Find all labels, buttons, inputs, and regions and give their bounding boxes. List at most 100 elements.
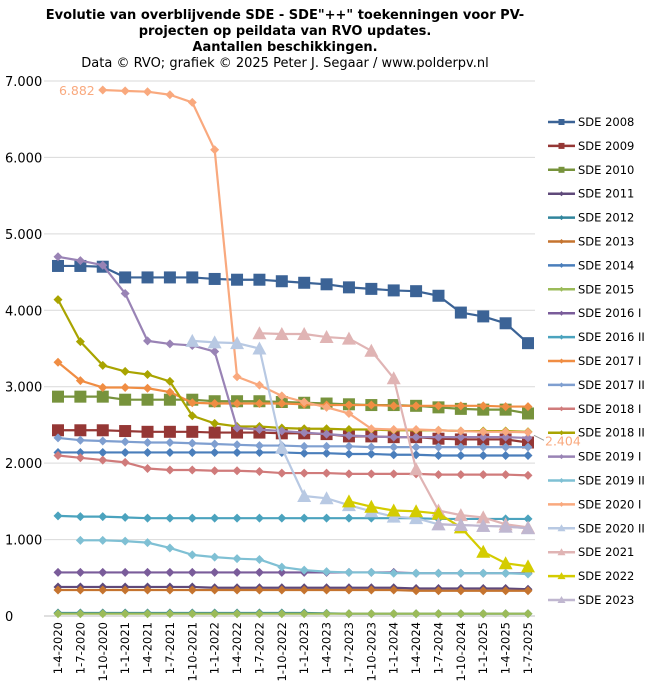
data-point: [187, 465, 197, 475]
legend-label: SDE 2019 II: [578, 474, 645, 488]
series-line: [57, 255, 529, 440]
data-point: [411, 425, 421, 435]
data-point: [75, 535, 85, 545]
data-point: [186, 271, 199, 284]
data-point: [366, 449, 376, 459]
data-point: [75, 609, 85, 619]
data-point: [523, 586, 533, 596]
data-point: [143, 538, 153, 548]
data-point: [52, 259, 64, 272]
data-point: [187, 609, 197, 619]
data-point: [165, 543, 175, 553]
data-point: [143, 383, 153, 393]
legend-marker: [559, 430, 564, 436]
data-point: [141, 271, 154, 284]
data-point: [411, 442, 421, 452]
data-point: [389, 432, 399, 442]
data-point: [344, 469, 354, 479]
x-tick-label: 1-4-2021: [141, 622, 155, 674]
data-point: [478, 451, 488, 460]
data-point: [344, 585, 354, 595]
legend-label: SDE 2017 I: [578, 354, 641, 368]
series-sde-2023: [431, 517, 535, 535]
data-point: [501, 427, 511, 437]
data-point: [165, 438, 175, 448]
legend-label: SDE 2012: [578, 211, 634, 225]
legend-marker: [559, 239, 564, 244]
data-point: [522, 436, 534, 449]
series-line: [58, 429, 529, 444]
data-point: [75, 567, 85, 577]
data-point: [478, 470, 488, 480]
data-point: [432, 289, 445, 302]
data-point: [319, 491, 334, 505]
data-point: [185, 333, 200, 347]
data-point: [254, 567, 264, 577]
data-point: [74, 259, 87, 272]
legend-marker: [557, 596, 566, 603]
data-point: [163, 271, 176, 284]
data-point: [98, 567, 108, 577]
legend-label: SDE 2020 II: [578, 521, 645, 535]
legend-label: SDE 2011: [578, 187, 634, 201]
data-point: [52, 424, 64, 437]
data-point: [298, 276, 311, 289]
y-tick-label: 1.000: [5, 534, 42, 549]
series-sde-2022: [341, 494, 535, 573]
data-point: [366, 585, 376, 595]
data-point: [120, 382, 130, 392]
data-point: [275, 275, 288, 288]
data-point: [254, 380, 264, 390]
data-point: [501, 609, 511, 619]
data-point: [431, 517, 446, 531]
legend-marker: [558, 119, 565, 125]
data-point: [187, 550, 197, 560]
data-point: [344, 449, 354, 459]
data-point: [456, 609, 466, 619]
data-point: [366, 400, 376, 410]
y-tick-label: 2.000: [5, 457, 42, 472]
data-point: [231, 426, 244, 439]
data-point: [364, 343, 379, 357]
data-label-last: 2.404: [545, 433, 581, 448]
legend-label: SDE 2020 I: [578, 497, 641, 511]
data-point: [454, 306, 467, 319]
data-point: [186, 425, 199, 438]
data-point: [319, 330, 334, 344]
data-point: [274, 326, 289, 340]
data-point: [277, 567, 287, 577]
data-point: [456, 401, 466, 411]
data-point: [98, 382, 108, 392]
data-point: [389, 401, 399, 411]
data-point: [210, 585, 220, 595]
data-point: [277, 468, 287, 478]
legend-marker: [559, 382, 564, 388]
x-tick-label: 1-1-2023: [297, 622, 311, 674]
series-line: [58, 588, 528, 592]
series-sde-2020-i: [98, 85, 533, 437]
data-point: [344, 567, 354, 577]
data-point: [456, 426, 466, 436]
data-point: [74, 390, 87, 403]
data-point: [254, 554, 264, 564]
data-point: [344, 431, 354, 441]
data-point: [501, 568, 511, 578]
data-point: [254, 585, 264, 595]
data-point: [277, 391, 287, 401]
data-point: [210, 567, 220, 577]
data-point: [344, 609, 354, 619]
data-point: [120, 366, 130, 376]
x-tick-label: 1-7-2023: [342, 622, 356, 674]
x-tick-label: 1-7-2021: [163, 622, 177, 674]
data-point: [478, 568, 488, 578]
x-tick-label: 1-4-2022: [230, 622, 244, 674]
data-point: [476, 518, 491, 532]
title-line-2: projecten op peildata van RVO updates.: [139, 24, 432, 39]
legend-marker: [559, 334, 564, 340]
annotations: 6.882 2.404: [59, 83, 581, 448]
data-point: [120, 86, 130, 96]
data-point: [120, 288, 130, 298]
data-point: [499, 317, 512, 330]
data-point: [433, 586, 443, 596]
